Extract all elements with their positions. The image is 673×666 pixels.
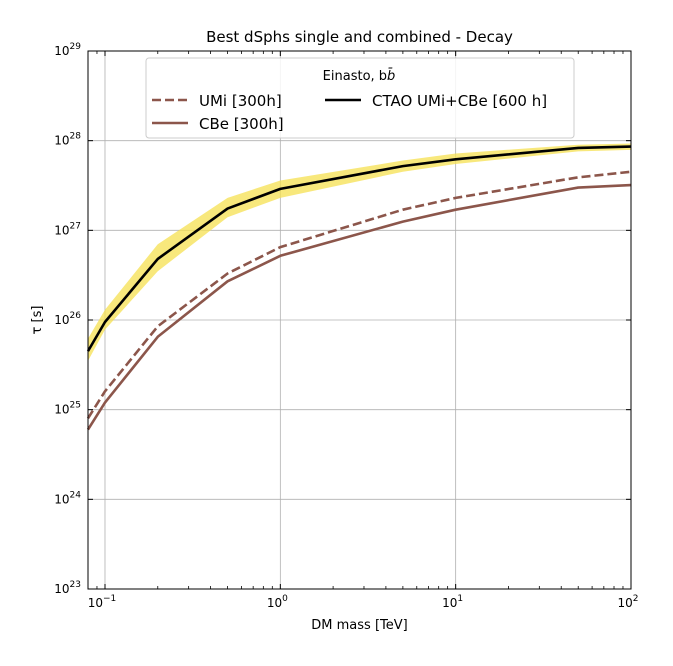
- series-line-cbe: [86, 183, 632, 431]
- series-line-umi: [86, 170, 632, 420]
- legend-title: Einasto, bb̄: [323, 69, 396, 84]
- y-tick-exponent: 25: [70, 401, 81, 411]
- series-layer: [86, 145, 632, 431]
- y-tick-exponent: 28: [70, 132, 82, 142]
- y-tick-exponent: 29: [70, 42, 82, 52]
- legend-label: CTAO UMi+CBe [600 h]: [372, 92, 547, 110]
- legend-label: CBe [300h]: [199, 115, 284, 133]
- y-tick-exponent: 23: [70, 580, 81, 590]
- legend-label: UMi [300h]: [199, 92, 282, 110]
- legend-title-suffix: b̄: [387, 69, 395, 84]
- y-tick-exponent: 27: [70, 221, 81, 231]
- x-tick-exponent: −1: [103, 594, 116, 604]
- y-tick-exponent: 24: [70, 490, 82, 500]
- y-tick-exponent: 26: [70, 311, 82, 321]
- legend-title-main: Einasto, b: [323, 69, 387, 84]
- series-line-combined: [86, 145, 632, 352]
- x-tick-exponent: 0: [282, 594, 288, 604]
- x-tick-exponent: 2: [633, 594, 639, 604]
- legend-box: [145, 57, 575, 139]
- y-axis-label: τ [s]: [30, 306, 45, 335]
- legend: Einasto, bb̄ UMi [300h] CBe [300h] CTAO UMi…: [145, 57, 575, 139]
- x-axis-label: DM mass [TeV]: [311, 618, 407, 633]
- chart-title: Best dSphs single and combined - Decay: [206, 28, 513, 46]
- x-tick-exponent: 1: [457, 594, 463, 604]
